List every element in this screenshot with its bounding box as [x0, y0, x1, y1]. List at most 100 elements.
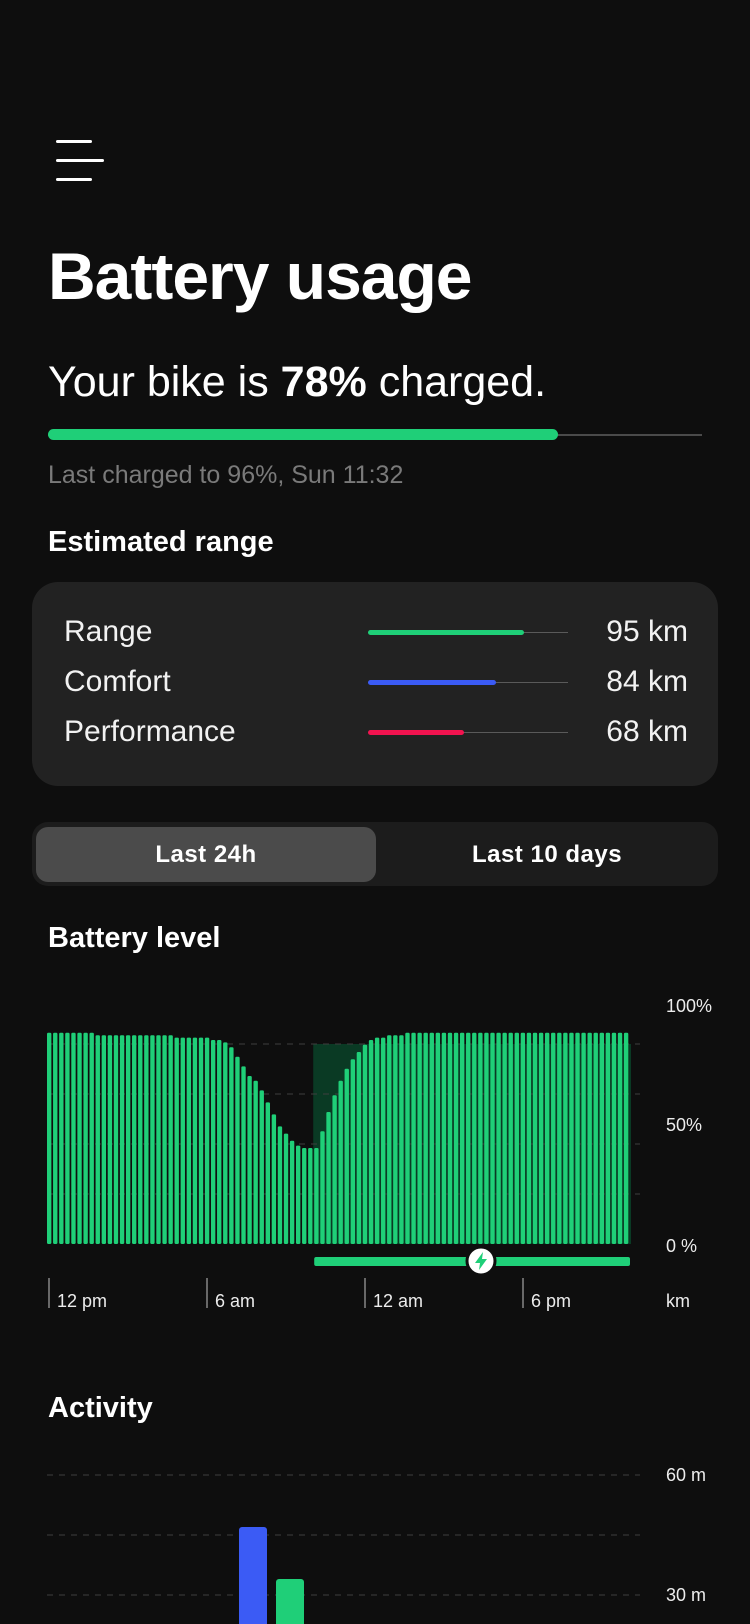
battery-bar: [65, 1032, 70, 1244]
y-tick-label: 50%: [666, 1115, 702, 1135]
battery-bar: [484, 1032, 489, 1244]
battery-bar: [472, 1032, 477, 1244]
page-title: Battery usage: [48, 239, 473, 313]
battery-bar: [466, 1032, 471, 1244]
battery-bar: [83, 1032, 88, 1244]
battery-bar: [502, 1032, 507, 1244]
battery-bar: [71, 1032, 76, 1244]
battery-bar: [168, 1035, 173, 1244]
battery-bar: [277, 1126, 283, 1244]
battery-bar: [551, 1032, 556, 1244]
lightning-bolt-icon: [465, 1245, 497, 1277]
tab-last-24h[interactable]: Last 24h: [36, 827, 376, 882]
battery-bar: [217, 1040, 222, 1244]
battery-bar: [532, 1032, 538, 1244]
battery-bar: [557, 1032, 562, 1244]
battery-bar: [308, 1148, 313, 1244]
battery-bar: [144, 1035, 149, 1244]
range-row-value: 95 km: [606, 615, 688, 648]
x-tick-label: 6 am: [215, 1291, 255, 1311]
charge-percent: 78%: [280, 358, 367, 406]
y-tick-label: 100%: [666, 996, 712, 1016]
battery-bar: [295, 1145, 301, 1244]
battery-bar: [544, 1032, 550, 1244]
battery-bar: [623, 1032, 629, 1244]
battery-bar: [411, 1032, 416, 1244]
battery-bar: [599, 1032, 605, 1244]
activity-title: Activity: [48, 1392, 153, 1424]
battery-bar: [387, 1035, 392, 1244]
battery-bar: [180, 1037, 185, 1244]
battery-bar: [490, 1032, 495, 1244]
battery-bar: [575, 1032, 580, 1244]
battery-bar: [332, 1095, 337, 1244]
battery-bar: [235, 1056, 240, 1244]
battery-bar: [138, 1035, 143, 1244]
battery-bar: [192, 1037, 198, 1244]
battery-bar: [265, 1102, 270, 1244]
range-level-bar: [368, 730, 568, 735]
battery-bar: [247, 1076, 252, 1244]
battery-bar: [229, 1047, 234, 1244]
battery-bar: [617, 1032, 623, 1244]
icon-bolt: [475, 1252, 487, 1270]
battery-bar: [174, 1037, 179, 1244]
battery-bar: [362, 1044, 368, 1244]
battery-bar: [186, 1037, 192, 1244]
battery-bar: [101, 1035, 107, 1244]
battery-bar: [447, 1032, 453, 1244]
battery-bar: [393, 1035, 398, 1244]
charge-status-prefix: Your bike is: [48, 358, 269, 406]
battery-bar: [605, 1032, 611, 1244]
range-row-label: Range: [64, 615, 153, 648]
battery-bar: [338, 1080, 343, 1244]
battery-bar: [350, 1059, 356, 1244]
range-row-value: 68 km: [606, 715, 688, 748]
battery-bar: [119, 1035, 125, 1244]
battery-bar: [259, 1090, 264, 1244]
battery-bar: [538, 1032, 544, 1244]
battery-bar: [344, 1068, 349, 1244]
battery-bar: [320, 1131, 325, 1244]
battery-bar: [429, 1032, 434, 1244]
battery-bar: [453, 1032, 459, 1244]
charge-status: Your bike is 78% charged.: [48, 356, 546, 408]
range-level-bar: [368, 630, 568, 635]
range-level-fill: [368, 680, 496, 685]
tab-last-10-days[interactable]: Last 10 days: [471, 840, 623, 868]
battery-bar: [514, 1032, 519, 1244]
battery-bar: [107, 1035, 113, 1244]
range-row-range: Range 95 km: [32, 612, 718, 652]
menu-line: [56, 159, 104, 162]
battery-bar: [271, 1114, 277, 1244]
battery-bar: [132, 1035, 137, 1244]
y-tick-label: 0 %: [666, 1236, 697, 1256]
activity-bar: [276, 1579, 304, 1624]
range-level-fill: [368, 630, 524, 635]
last-charged-text: Last charged to 96%, Sun 11:32: [48, 461, 404, 489]
battery-bar: [289, 1140, 295, 1244]
battery-bar: [53, 1032, 58, 1244]
battery-bar: [314, 1148, 319, 1244]
battery-bar: [399, 1035, 404, 1244]
estimated-range-title: Estimated range: [48, 526, 274, 558]
battery-bar: [496, 1032, 501, 1244]
battery-bar: [95, 1035, 100, 1244]
battery-bar: [368, 1040, 374, 1244]
battery-bar: [241, 1066, 246, 1244]
battery-bar: [113, 1035, 119, 1244]
range-row-comfort: Comfort 84 km: [32, 662, 718, 702]
battery-bar: [581, 1032, 586, 1244]
battery-bar: [435, 1032, 441, 1244]
battery-bar: [59, 1032, 64, 1244]
battery-bar: [459, 1032, 465, 1244]
range-level-fill: [368, 730, 464, 735]
hamburger-menu-icon[interactable]: [56, 140, 104, 182]
battery-bar: [356, 1052, 362, 1244]
battery-bar: [405, 1032, 410, 1244]
battery-bar: [302, 1148, 307, 1244]
battery-bar: [526, 1032, 532, 1244]
x-tick-label: 6 pm: [531, 1291, 571, 1311]
battery-bar: [125, 1035, 131, 1244]
battery-bar: [156, 1035, 161, 1244]
